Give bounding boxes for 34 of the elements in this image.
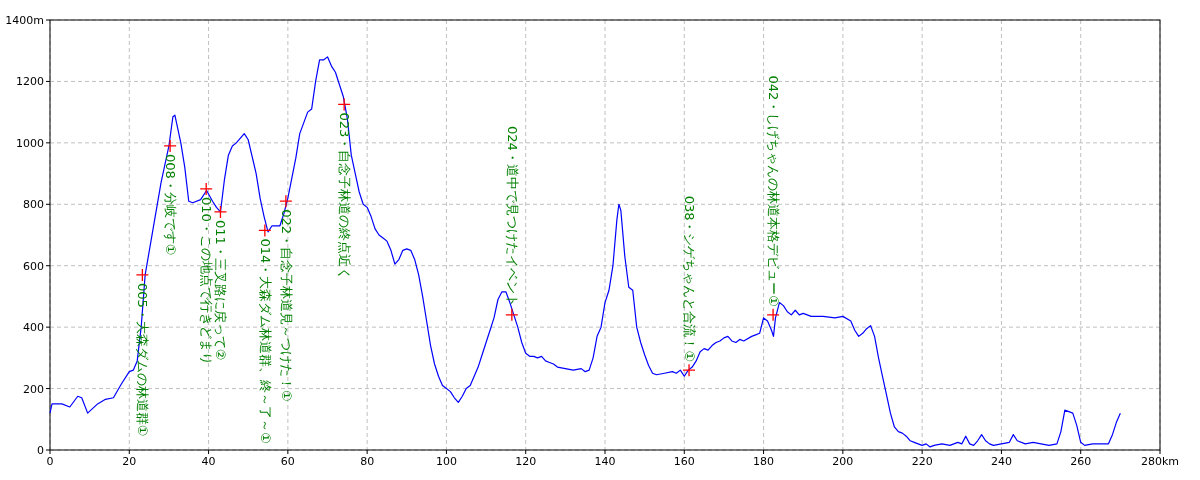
line-series [49, 56, 1121, 448]
x-tick-label: 140 [594, 455, 616, 468]
y-tick-label: 400 [23, 321, 44, 335]
annotation: 010・この地点で行きどまり [199, 182, 215, 365]
x-tick-label: 160 [673, 455, 695, 468]
y-tick-label: 1400m [5, 14, 44, 27]
annotation: 022・自念子林道見～つけた！① [278, 194, 294, 402]
y-tick-label: 0 [37, 444, 44, 457]
annotation: 014・大森ダム林道群、終～了～① [257, 223, 273, 444]
x-tick-label: 280km [1140, 455, 1180, 468]
x-tick-label: 180 [753, 455, 775, 468]
x-tick-label: 220 [911, 455, 933, 468]
x-tick-label: 40 [201, 455, 216, 468]
y-tick-label: 200 [23, 382, 44, 396]
annotation: 008・分岐です① [163, 139, 179, 256]
x-tick-label: 260 [1070, 455, 1092, 468]
annotation: 023・自念子林道の終点近く [337, 97, 353, 281]
y-tick-label: 1200 [16, 75, 44, 89]
x-tick-label: 120 [515, 455, 537, 468]
x-tick-label: 100 [435, 455, 457, 468]
x-tick-label: 20 [122, 455, 137, 468]
y-tick-label: 600 [23, 259, 44, 273]
annotation: 011・三叉路に戻って② [213, 205, 229, 361]
annotation: 042・しげちゃんの林道本格デビュー① [766, 75, 782, 322]
x-tick-label: 80 [360, 455, 375, 468]
x-tick-label: 60 [280, 455, 295, 468]
x-tick-label: 0 [46, 455, 54, 468]
y-tick-label: 800 [23, 198, 44, 212]
annotation: 038・シゲちゃんと合流！① [682, 195, 698, 377]
annotation: 024・道中で見つけたイベント [504, 126, 520, 322]
x-tick-label: 200 [832, 455, 854, 468]
x-tick-label: 240 [990, 455, 1012, 468]
y-tick-label: 1000 [16, 136, 44, 150]
annotation: 005・大森ダムの林道群① [135, 268, 151, 437]
